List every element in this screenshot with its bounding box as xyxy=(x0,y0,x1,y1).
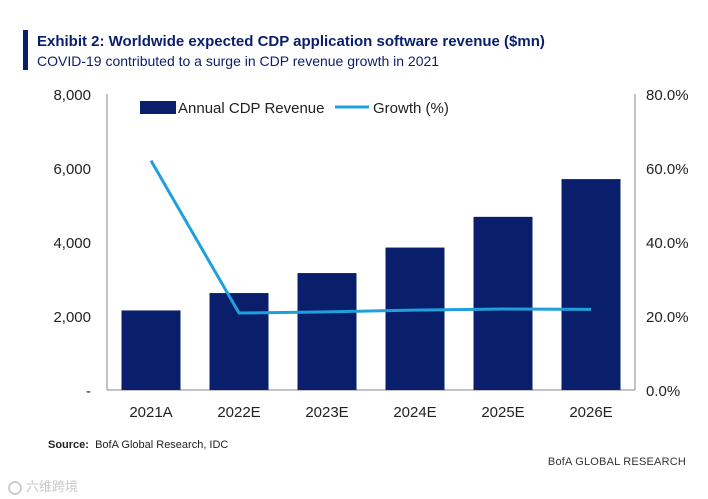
watermark-text: 六维跨境 xyxy=(26,479,79,494)
y-left-tick-label: - xyxy=(86,383,91,400)
bar-2025E xyxy=(473,216,533,390)
bar-2023E xyxy=(297,273,357,390)
y-left-tick-label: 2,000 xyxy=(53,309,91,326)
bar-2024E xyxy=(385,247,445,390)
x-tick-label: 2022E xyxy=(217,404,260,421)
y-left-tick-label: 6,000 xyxy=(53,161,91,178)
y-right-tick-label: 60.0% xyxy=(646,161,689,178)
y-right-tick-label: 0.0% xyxy=(646,383,680,400)
x-tick-label: 2023E xyxy=(305,404,348,421)
legend-bar-label: Annual CDP Revenue xyxy=(178,100,324,117)
legend-bar-swatch xyxy=(140,101,176,114)
bar-2021A xyxy=(121,310,181,390)
title-accent-bar xyxy=(23,30,28,70)
source-note: Source: BofA Global Research, IDC xyxy=(48,439,228,451)
y-right-tick-label: 80.0% xyxy=(646,87,689,104)
growth-line xyxy=(149,159,592,315)
x-tick-label: 2025E xyxy=(481,404,524,421)
chart-subtitle: COVID-19 contributed to a surge in CDP r… xyxy=(37,53,440,69)
bar-2026E xyxy=(561,179,621,390)
y-right-tick-label: 40.0% xyxy=(646,235,689,252)
source-text: BofA Global Research, IDC xyxy=(95,439,229,451)
y-left-tick-label: 4,000 xyxy=(53,235,91,252)
watermark-icon xyxy=(8,480,22,495)
y-right-tick-label: 20.0% xyxy=(646,309,689,326)
x-tick-label: 2026E xyxy=(569,404,612,421)
x-tick-label: 2021A xyxy=(129,404,172,421)
y-left-tick-label: 8,000 xyxy=(53,87,91,104)
x-tick-label: 2024E xyxy=(393,404,436,421)
legend-line-label: Growth (%) xyxy=(373,100,449,117)
brand-label: BofA GLOBAL RESEARCH xyxy=(547,456,686,468)
source-label: Source: xyxy=(48,439,89,451)
watermark: 六维跨境 xyxy=(8,476,78,495)
chart-title: Exhibit 2: Worldwide expected CDP applic… xyxy=(37,33,545,50)
bar-2022E xyxy=(209,293,269,390)
